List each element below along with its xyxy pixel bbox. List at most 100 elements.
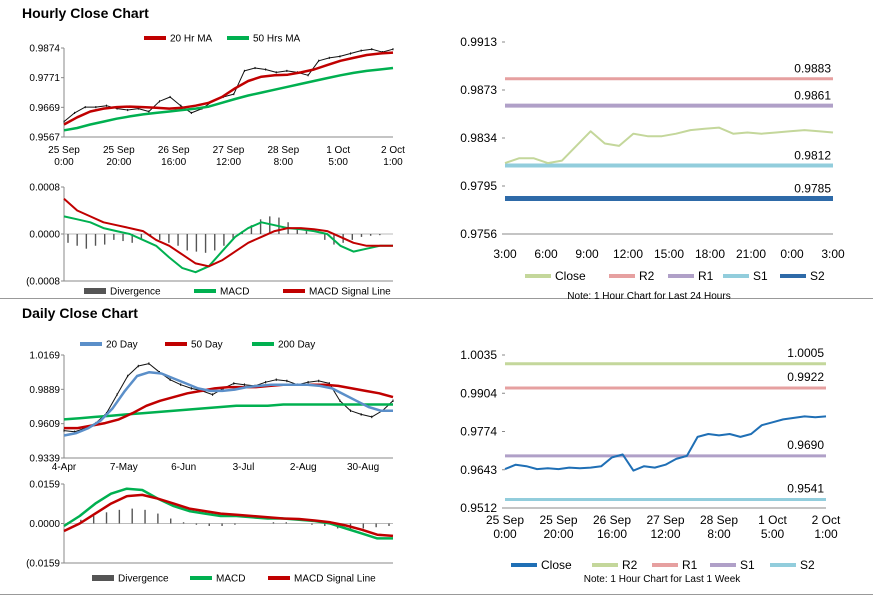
daily-ma200-line	[63, 403, 393, 421]
y-tick-label: 0.9756	[460, 227, 497, 241]
daily-signal-line	[63, 493, 394, 538]
level-value-s1: 0.9812	[794, 149, 831, 163]
y-tick-label: 0.9889	[29, 385, 60, 396]
level-value-r1: 0.9861	[794, 89, 831, 103]
y-tick-label: 0.9771	[29, 73, 60, 84]
x-tick-label: 4-Apr	[52, 462, 77, 473]
x-tick-label: 5:00	[761, 527, 785, 541]
y-tick-label: 0.9669	[29, 103, 60, 114]
legend-entry: 20 Day	[106, 340, 138, 351]
x-tick-label: 26 Sep	[593, 513, 631, 527]
x-tick-label: 2 Oct	[381, 145, 405, 156]
y-tick-label: 0.9774	[460, 425, 497, 439]
x-tick-label: 7-May	[110, 462, 138, 473]
x-tick-label: 28 Sep	[700, 513, 738, 527]
x-tick-label: 1 Oct	[326, 145, 350, 156]
x-tick-label: 26 Sep	[158, 145, 190, 156]
x-tick-label: 21:00	[736, 247, 766, 261]
y-tick-label: 0.9834	[460, 131, 497, 145]
y-tick-label: 0.9339	[29, 454, 60, 465]
daily-macd-line	[63, 487, 393, 540]
y-tick-label: (0.0159	[26, 559, 60, 570]
y-tick-label: 0.9567	[29, 133, 60, 144]
legend-entry: R2	[639, 269, 655, 283]
section-divider	[0, 298, 873, 299]
legend-entry: S1	[753, 269, 768, 283]
chart-note: Note: 1 Hour Chart for Last 1 Week	[584, 574, 742, 585]
x-tick-label: 8:00	[274, 157, 294, 168]
legend-entry: MACD	[216, 574, 245, 585]
x-tick-label: 12:00	[650, 527, 680, 541]
legend-entry: 200 Day	[278, 340, 315, 351]
legend-swatch	[84, 288, 106, 294]
y-tick-label: 0.9904	[460, 386, 497, 400]
legend-entry: 20 Hr MA	[170, 34, 213, 45]
y-tick-label: 1.0169	[29, 351, 60, 362]
x-tick-label: 1:00	[383, 157, 403, 168]
legend-entry: MACD Signal Line	[309, 287, 391, 298]
y-tick-label: 0.9873	[460, 83, 497, 97]
daily-section-title: Daily Close Chart	[22, 305, 138, 321]
y-tick-label: 0.9795	[460, 179, 497, 193]
close-price-line	[63, 48, 394, 122]
legend-entry: R1	[698, 269, 714, 283]
x-tick-label: 27 Sep	[646, 513, 684, 527]
x-tick-label: 27 Sep	[213, 145, 245, 156]
legend-entry: S2	[800, 558, 815, 572]
x-tick-label: 3-Jul	[233, 462, 255, 473]
level-value-r1: 0.9922	[787, 370, 824, 384]
legend-swatch	[92, 575, 114, 581]
x-tick-label: 25 Sep	[48, 145, 80, 156]
legend-entry: Close	[555, 269, 586, 283]
x-tick-label: 16:00	[597, 527, 627, 541]
hourly-ma50-line	[63, 66, 394, 132]
legend-entry: S2	[810, 269, 825, 283]
y-tick-label: 0.9913	[460, 35, 497, 49]
y-tick-label: 0.0000	[29, 230, 60, 241]
level-value-s2: 0.9785	[794, 182, 831, 196]
x-tick-label: 15:00	[654, 247, 684, 261]
level-value-s2: 0.9541	[787, 482, 824, 496]
legend-entry: R1	[682, 558, 698, 572]
x-tick-label: 30-Aug	[347, 462, 379, 473]
legend-entry: Divergence	[110, 287, 161, 298]
hourly-macd-line	[63, 215, 393, 274]
y-tick-label: 0.9512	[460, 501, 497, 515]
daily-ma50-line	[64, 383, 394, 430]
chart-note: Note: 1 Hour Chart for Last 24 Hours	[567, 291, 730, 302]
y-tick-label: 0.9643	[460, 463, 497, 477]
y-tick-label: 0.0159	[29, 480, 60, 491]
x-tick-label: 3:00	[821, 247, 845, 261]
x-tick-label: 12:00	[613, 247, 643, 261]
bottom-divider	[0, 594, 873, 595]
y-tick-label: 0.0008	[29, 183, 60, 194]
legend-entry: 50 Day	[191, 340, 223, 351]
legend-entry: Close	[541, 558, 572, 572]
x-tick-label: 25 Sep	[103, 145, 135, 156]
x-tick-label: 0:00	[780, 247, 804, 261]
y-tick-label: 1.0035	[460, 348, 497, 362]
x-tick-label: 0:00	[493, 527, 517, 541]
x-tick-label: 8:00	[707, 527, 731, 541]
x-tick-label: 1 Oct	[758, 513, 787, 527]
x-tick-label: 20:00	[106, 157, 131, 168]
x-tick-label: 0:00	[54, 157, 74, 168]
x-tick-label: 18:00	[695, 247, 725, 261]
x-tick-label: 6-Jun	[171, 462, 196, 473]
y-tick-label: 0.0000	[29, 519, 60, 530]
x-tick-label: 16:00	[161, 157, 186, 168]
y-tick-label: (0.0008	[26, 277, 60, 288]
x-tick-label: 5:00	[328, 157, 348, 168]
hourly-signal-line	[63, 198, 393, 268]
legend-entry: MACD Signal Line	[294, 574, 376, 585]
hourly-close-line	[504, 126, 834, 165]
legend-entry: MACD	[220, 287, 249, 298]
hourly-ma20-line	[63, 51, 394, 126]
level-value-r2: 0.9883	[794, 62, 831, 76]
x-tick-label: 25 Sep	[539, 513, 577, 527]
x-tick-label: 3:00	[493, 247, 517, 261]
legend-entry: R2	[622, 558, 638, 572]
x-tick-label: 20:00	[543, 527, 573, 541]
daily-close-line	[504, 415, 827, 472]
